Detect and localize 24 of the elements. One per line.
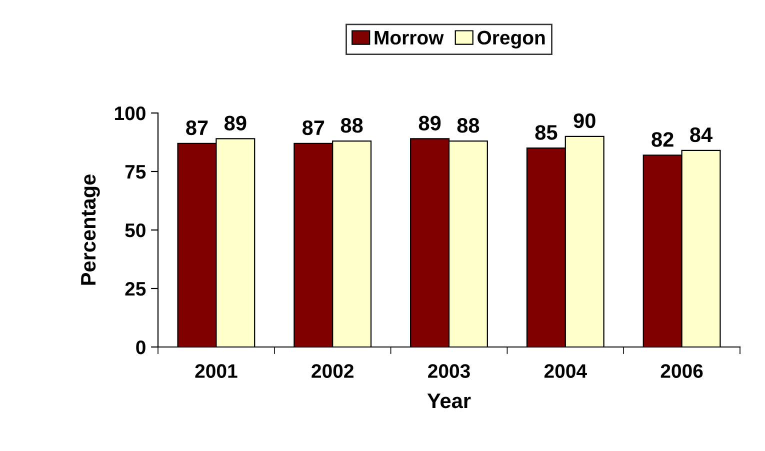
legend-label: Morrow	[374, 30, 444, 45]
y-tick-label: 25	[125, 282, 146, 296]
y-tick-label: 75	[125, 165, 146, 179]
x-axis-title: Year	[427, 394, 471, 408]
data-label: 89	[224, 116, 246, 130]
y-axis-title: Percentage	[81, 174, 100, 285]
data-label: 89	[418, 116, 441, 130]
data-label: 87	[302, 120, 324, 136]
y-tick-label: 0	[136, 340, 146, 354]
data-label: 82	[652, 132, 674, 147]
legend-label: Oregon	[478, 30, 545, 48]
data-label: 87	[186, 120, 208, 136]
data-label: 84	[690, 127, 712, 142]
x-tick-label: 2002	[312, 364, 354, 378]
x-tick-label: 2003	[428, 364, 470, 378]
x-tick-label: 2001	[195, 364, 238, 378]
data-label: 88	[457, 118, 480, 133]
y-tick-label: 50	[125, 223, 146, 238]
data-label: 90	[574, 113, 596, 128]
x-tick-label: 2006	[660, 364, 703, 378]
x-tick-label: 2004	[544, 364, 587, 378]
data-label: 85	[535, 125, 558, 140]
data-label: 88	[340, 118, 363, 133]
y-tick-label: 100	[114, 106, 146, 120]
